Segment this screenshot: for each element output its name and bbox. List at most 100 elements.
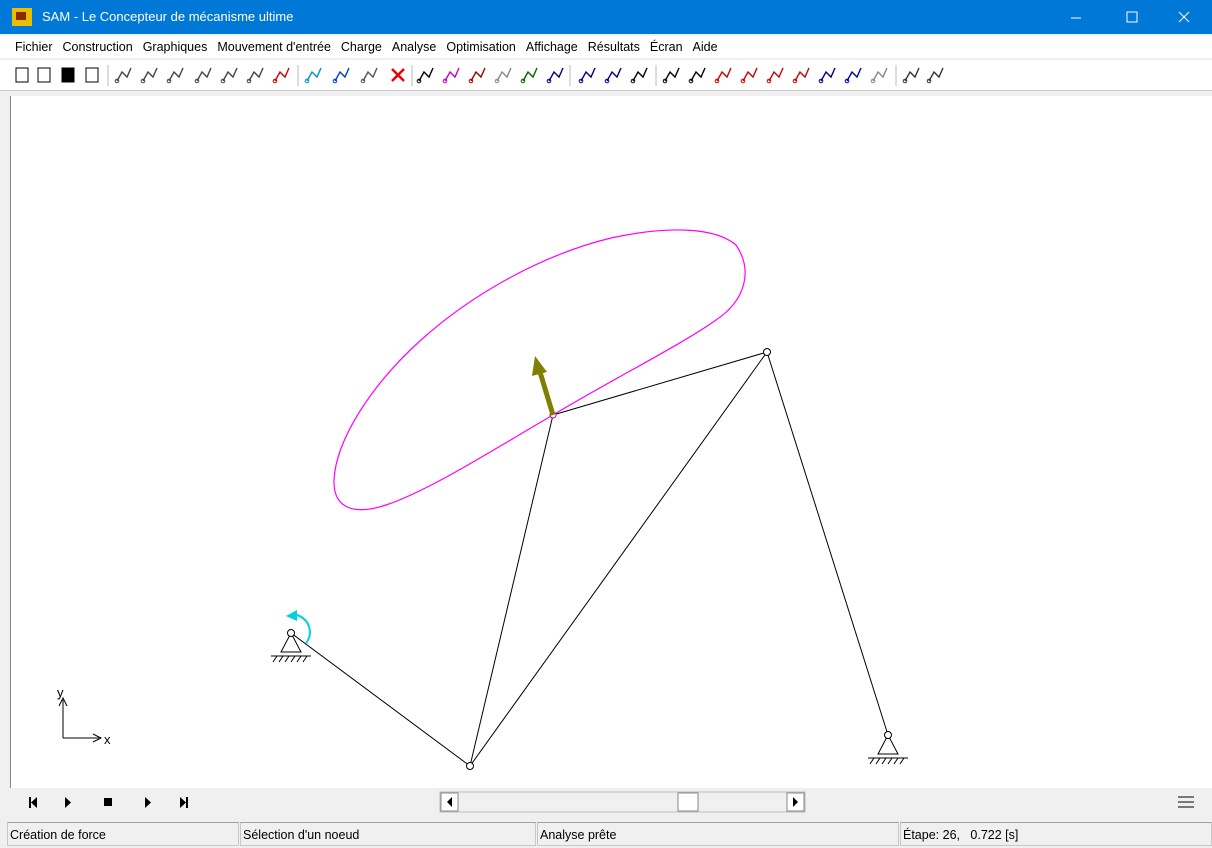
toolbar-button-glyph xyxy=(494,78,500,84)
previous-button[interactable] xyxy=(65,797,71,808)
last-step-button[interactable] xyxy=(180,797,188,808)
menu-bar: Fichier Construction Graphiques Mouvemen… xyxy=(0,36,1212,58)
toolbar-button[interactable] xyxy=(904,67,920,82)
title-icons xyxy=(12,8,1190,26)
ground-support xyxy=(868,731,908,765)
toolbar xyxy=(0,60,1212,91)
menu-item[interactable]: Résultats xyxy=(587,40,640,54)
toolbar-button[interactable] xyxy=(274,67,290,82)
toolbar-button-glyph xyxy=(416,78,422,84)
toolbar-button[interactable] xyxy=(15,67,29,83)
options-button[interactable] xyxy=(1178,796,1194,808)
drawing-canvas: x y xyxy=(10,96,1212,788)
toolbar-button-glyph xyxy=(688,78,694,84)
menu-item[interactable]: Fichier xyxy=(15,40,53,54)
toolbar-button[interactable] xyxy=(580,67,596,82)
menu-item[interactable]: Aide xyxy=(692,40,718,54)
axis-label-x: x xyxy=(104,732,111,747)
toolbar-button[interactable] xyxy=(248,67,264,82)
toolbar-button-glyph xyxy=(166,78,172,84)
toolbar-button-glyph xyxy=(332,78,338,84)
status-field: Sélection d'un noeud xyxy=(240,822,536,846)
status-field: Analyse prête xyxy=(537,822,899,846)
toolbar-button-glyph xyxy=(604,78,610,84)
toolbar-button[interactable] xyxy=(168,67,184,82)
toolbar-button-glyph xyxy=(220,78,226,84)
menu-item[interactable]: Graphiques xyxy=(142,40,208,54)
toolbar-button[interactable] xyxy=(664,67,680,82)
node[interactable] xyxy=(466,762,474,770)
toolbar-button-glyph xyxy=(844,78,850,84)
toolbar-button[interactable] xyxy=(768,67,784,82)
toolbar-button[interactable] xyxy=(142,67,158,82)
toolbar-button[interactable] xyxy=(444,67,460,82)
link xyxy=(552,351,768,416)
first-step-button[interactable] xyxy=(29,797,37,808)
play-button[interactable] xyxy=(145,797,151,808)
toolbar-button[interactable] xyxy=(846,67,862,82)
mechanism-view: x y xyxy=(57,229,908,770)
toolbar-button[interactable] xyxy=(632,67,648,82)
toolbar-button[interactable] xyxy=(548,67,564,82)
menu-item[interactable]: Mouvement d'entrée xyxy=(217,40,331,54)
timeline-scrollbar[interactable] xyxy=(439,791,806,813)
toolbar-button[interactable] xyxy=(872,67,888,82)
toolbar-button[interactable] xyxy=(418,67,434,82)
toolbar-button[interactable] xyxy=(85,67,99,83)
stop-button[interactable] xyxy=(104,798,112,806)
toolbar-button[interactable] xyxy=(391,68,405,82)
toolbar-button-glyph xyxy=(140,78,146,84)
toolbar-button[interactable] xyxy=(820,67,836,82)
toolbar-button-glyph xyxy=(766,78,772,84)
toolbar-button-glyph xyxy=(818,78,824,84)
status-field: Étape: 26, 0.722 [s] xyxy=(900,822,1212,846)
toolbar-button[interactable] xyxy=(794,67,810,82)
menu-item[interactable]: Construction xyxy=(62,40,133,54)
toolbar-button-glyph xyxy=(630,78,636,84)
toolbar-button[interactable] xyxy=(37,67,51,83)
links xyxy=(290,351,889,767)
toolbar-button[interactable] xyxy=(334,67,350,82)
toolbar-button-glyph xyxy=(740,78,746,84)
toolbar-button-glyph xyxy=(792,78,798,84)
toolbar-button[interactable] xyxy=(116,67,132,82)
menu-item[interactable]: Charge xyxy=(340,40,382,54)
menu-item[interactable]: Optimisation xyxy=(446,40,516,54)
close-button[interactable] xyxy=(1178,11,1190,23)
scroll-thumb[interactable] xyxy=(677,792,699,812)
toolbar-button[interactable] xyxy=(716,67,732,82)
toolbar-button[interactable] xyxy=(928,67,944,82)
title-bar: SAM - Le Concepteur de mécanisme ultime xyxy=(0,0,1212,34)
axis-label-y: y xyxy=(57,685,64,700)
force-vector xyxy=(537,371,556,416)
force-arrowhead xyxy=(532,356,547,376)
toolbar-button[interactable] xyxy=(196,67,212,82)
toolbar-button-glyph xyxy=(870,78,876,84)
menu-item[interactable]: Analyse xyxy=(391,40,437,54)
menu-item[interactable]: Affichage xyxy=(525,40,578,54)
toolbar-button[interactable] xyxy=(470,67,486,82)
toolbar-button-glyph xyxy=(304,78,310,84)
node[interactable] xyxy=(763,348,771,356)
toolbar-button[interactable] xyxy=(606,67,622,82)
toolbar-button-glyph xyxy=(114,78,120,84)
toolbar-icons xyxy=(15,65,944,86)
toolbar-button-glyph xyxy=(714,78,720,84)
toolbar-button[interactable] xyxy=(742,67,758,82)
toolbar-button[interactable] xyxy=(222,67,238,82)
toolbar-button[interactable] xyxy=(61,67,75,83)
toolbar-button[interactable] xyxy=(362,67,378,82)
toolbar-button[interactable] xyxy=(496,67,512,82)
ground-support xyxy=(271,629,311,663)
status-bar: Création de force Sélection d'un noeud A… xyxy=(0,822,1212,848)
toolbar-button[interactable] xyxy=(522,67,538,82)
app-icon-detail xyxy=(16,12,26,20)
maximize-button[interactable] xyxy=(1126,11,1138,23)
input-motion-arrowhead xyxy=(286,610,297,621)
toolbar-button-glyph xyxy=(902,78,908,84)
toolbar-button-glyph xyxy=(246,78,252,84)
menu-item[interactable]: Écran xyxy=(649,40,683,54)
toolbar-button[interactable] xyxy=(690,67,706,82)
toolbar-button[interactable] xyxy=(306,67,322,82)
